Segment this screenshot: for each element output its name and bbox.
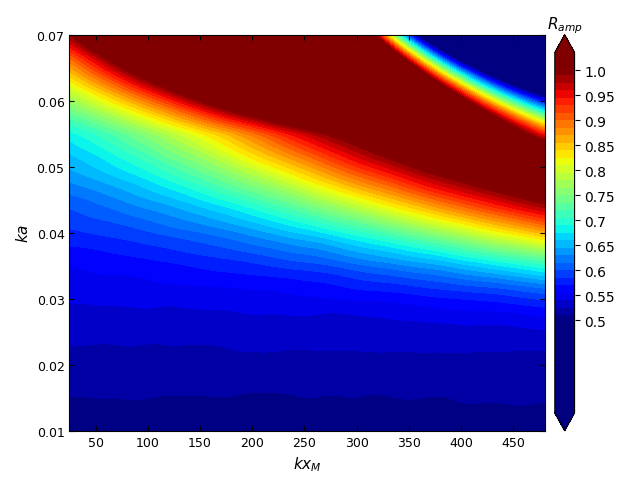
PathPatch shape [555, 413, 575, 431]
Y-axis label: $ka$: $ka$ [15, 224, 31, 243]
PathPatch shape [555, 36, 575, 54]
X-axis label: $kx_M$: $kx_M$ [292, 454, 321, 473]
Title: $R_{amp}$: $R_{amp}$ [547, 15, 583, 36]
